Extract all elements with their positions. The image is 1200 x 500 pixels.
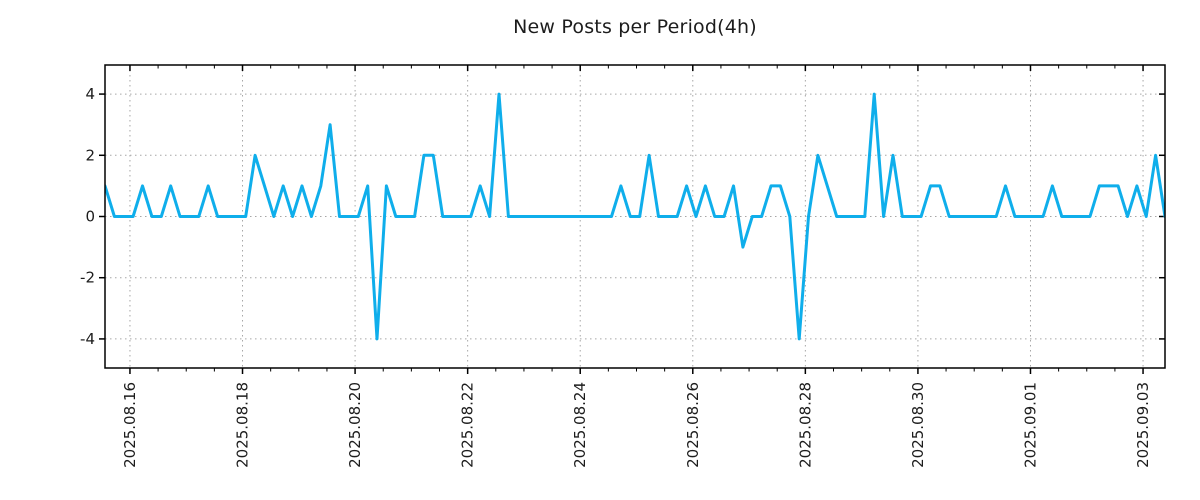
x-tick-label: 2025.08.30 [909, 382, 927, 468]
x-tick-label: 2025.09.01 [1021, 382, 1039, 468]
x-tick-label: 2025.08.16 [121, 382, 139, 468]
x-tick-label: 2025.08.18 [234, 382, 252, 468]
y-tick-label: 2 [85, 146, 95, 164]
x-tick-label: 2025.08.26 [684, 382, 702, 468]
y-tick-label: 0 [85, 208, 95, 226]
series-line [105, 92, 1165, 341]
x-tick-label: 2025.09.03 [1134, 382, 1152, 468]
x-tick-label: 2025.08.22 [459, 382, 477, 468]
y-tick-label: -4 [80, 330, 95, 348]
plot-border [104, 64, 1166, 369]
x-tick-label: 2025.08.24 [571, 382, 589, 468]
x-tick-label: 2025.08.20 [346, 382, 364, 468]
y-tick-label: 4 [85, 85, 95, 103]
y-tick-label: -2 [80, 269, 95, 287]
chart-title: New Posts per Period(4h) [513, 16, 757, 38]
x-tick-label: 2025.08.28 [796, 382, 814, 468]
